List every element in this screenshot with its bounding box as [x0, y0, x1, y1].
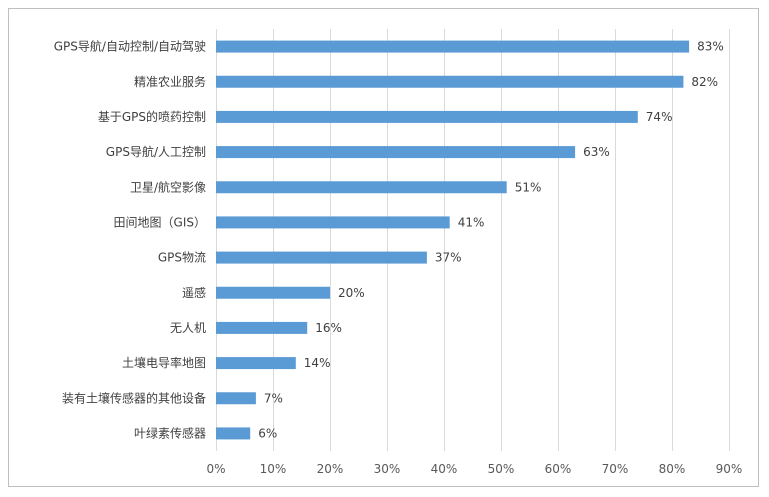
- bar: [216, 392, 256, 405]
- x-tick-label: 90%: [716, 462, 743, 476]
- bar: [216, 40, 690, 53]
- bar: [216, 216, 450, 229]
- data-label: 51%: [515, 180, 542, 194]
- x-tick-label: 20%: [317, 462, 344, 476]
- category-label: 叶绿素传感器: [134, 425, 206, 440]
- category-label: 无人机: [170, 321, 206, 335]
- data-label: 20%: [338, 286, 365, 300]
- data-label: 41%: [458, 215, 485, 229]
- bar: [216, 251, 427, 264]
- data-label: 14%: [304, 356, 331, 370]
- x-axis-tick-labels: 0% 10% 20% 30% 40% 50% 60% 70% 80% 90%: [206, 462, 742, 476]
- data-label: 37%: [435, 251, 462, 265]
- x-tick-label: 10%: [260, 462, 287, 476]
- category-label: GPS导航/人工控制: [106, 144, 206, 159]
- x-tick-label: 40%: [431, 462, 458, 476]
- bar: [216, 75, 684, 88]
- bar: [216, 427, 251, 440]
- data-label: 83%: [697, 40, 724, 54]
- x-tick-label: 70%: [602, 462, 629, 476]
- category-label: 遥感: [182, 285, 206, 300]
- category-label: GPS导航/自动控制/自动驾驶: [54, 39, 206, 54]
- x-tick-label: 30%: [374, 462, 401, 476]
- data-label: 74%: [646, 110, 673, 124]
- category-label: 田间地图（GIS）: [114, 215, 206, 229]
- data-label: 82%: [691, 75, 718, 89]
- category-label: 卫星/航空影像: [130, 179, 206, 194]
- category-label: 基于GPS的喷药控制: [98, 109, 206, 124]
- chart-frame: GPS导航/自动控制/自动驾驶精准农业服务基于GPS的喷药控制 GPS导航/人工控…: [8, 8, 759, 487]
- bars: [216, 40, 690, 440]
- x-tick-label: 60%: [545, 462, 572, 476]
- data-label: 6%: [258, 426, 277, 440]
- bar: [216, 357, 296, 370]
- data-label: 63%: [583, 145, 610, 159]
- bar: [216, 146, 576, 159]
- x-tick-label: 80%: [659, 462, 686, 476]
- category-label: 土壤电导率地图: [122, 355, 206, 370]
- data-label: 7%: [264, 391, 283, 405]
- x-tick-label: 50%: [488, 462, 515, 476]
- category-label: GPS物流: [158, 251, 206, 265]
- bar: [216, 321, 308, 334]
- bar: [216, 110, 638, 123]
- data-label: 16%: [315, 321, 342, 335]
- category-label: 精准农业服务: [134, 74, 206, 89]
- bar: [216, 181, 507, 194]
- value-labels: 83% 82% 74% 63% 51% 41% 37% 20% 16% 14% 7% 6%: [258, 40, 724, 441]
- x-tick-label: 0%: [206, 462, 225, 476]
- bar: [216, 286, 330, 299]
- category-label: 装有土壤传感器的其他设备: [62, 390, 206, 405]
- gridlines: [216, 29, 730, 451]
